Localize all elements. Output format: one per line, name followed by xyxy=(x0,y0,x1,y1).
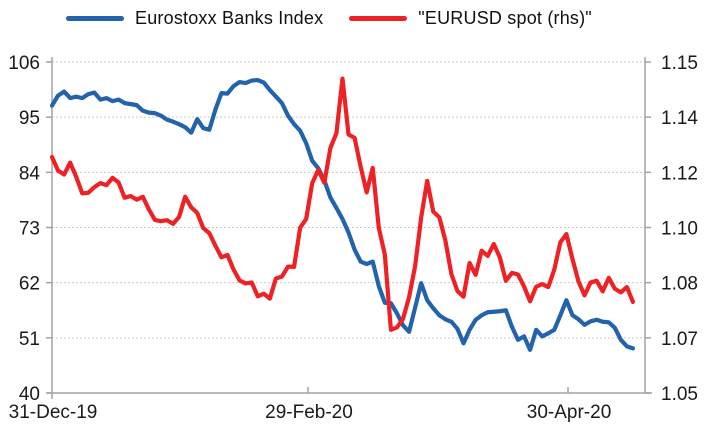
x-axis-tick-label: 29-Feb-20 xyxy=(265,402,353,423)
legend-item-eurostoxx: Eurostoxx Banks Index xyxy=(66,8,323,29)
left-axis-tick-label: 106 xyxy=(8,53,40,74)
chart-legend: Eurostoxx Banks Index "EURUSD spot (rhs)… xyxy=(66,3,592,33)
right-axis-tick-label: 1.12 xyxy=(661,163,698,184)
blue-line-swatch-icon xyxy=(66,15,124,21)
left-axis-tick-label: 95 xyxy=(19,108,40,129)
legend-label-eurusd: "EURUSD spot (rhs)" xyxy=(418,7,592,28)
left-axis-tick-label: 40 xyxy=(19,384,40,405)
eurusd-spot-line xyxy=(49,76,636,332)
right-axis-tick-label: 1.15 xyxy=(661,53,698,74)
right-axis-tick-label: 1.08 xyxy=(661,274,698,295)
left-axis-tick-label: 73 xyxy=(19,219,40,240)
right-axis-tick-label: 1.10 xyxy=(661,219,698,240)
x-axis-tick-label: 31-Dec-19 xyxy=(9,402,98,423)
right-axis-tick-label: 1.14 xyxy=(661,108,698,129)
legend-label-eurostoxx: Eurostoxx Banks Index xyxy=(135,7,324,28)
left-axis-tick-label: 62 xyxy=(19,274,40,295)
right-axis-tick-label: 1.05 xyxy=(661,384,698,405)
right-axis-tick-label: 1.07 xyxy=(661,329,698,350)
legend-item-eurusd: "EURUSD spot (rhs)" xyxy=(349,8,592,29)
left-axis-tick-label: 51 xyxy=(19,329,40,350)
x-axis-tick-label: 30-Apr-20 xyxy=(527,402,612,423)
eurostoxx-banks-line xyxy=(49,77,636,352)
left-axis-tick-label: 84 xyxy=(19,163,41,184)
red-line-swatch-icon xyxy=(349,15,408,21)
